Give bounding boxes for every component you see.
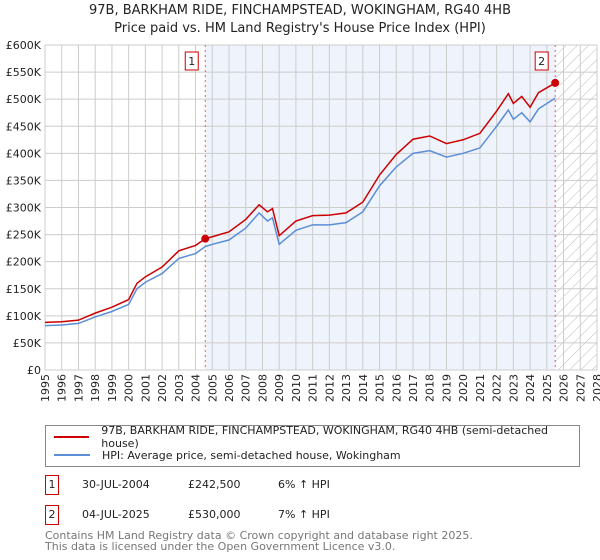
y-tick-label: £450K	[6, 120, 42, 133]
legend-item-property: 97B, BARKHAM RIDE, FINCHAMPSTEAD, WOKING…	[54, 424, 579, 450]
y-tick-label: £250K	[6, 229, 42, 242]
x-tick-label: 2027	[574, 374, 587, 402]
x-tick-label: 2004	[190, 374, 203, 402]
annotation-box	[184, 51, 199, 71]
y-tick-label: £350K	[6, 174, 42, 187]
x-tick-label: 2025	[541, 374, 554, 402]
x-tick-label: 2020	[457, 374, 470, 402]
x-tick-label: 2019	[440, 374, 453, 402]
x-tick-label: 2026	[558, 374, 571, 402]
x-tick-label: 1999	[106, 374, 119, 402]
x-tick-label: 2018	[424, 374, 437, 402]
series-line	[44, 82, 556, 324]
x-tick-label: 1995	[39, 374, 52, 402]
x-tick-label: 2009	[273, 374, 286, 402]
sale-badge: 2	[45, 505, 59, 525]
x-tick-label: 2003	[173, 374, 186, 402]
sale-hpi: 6% ↑ HPI	[278, 478, 330, 491]
x-tick-label: 2014	[357, 374, 370, 402]
x-tick-label: 2005	[206, 374, 219, 402]
y-tick-label: £500K	[6, 93, 42, 106]
legend-swatch-blue	[54, 454, 90, 456]
footer-line2: This data is licensed under the Open Gov…	[45, 540, 396, 553]
y-tick-label: £100K	[6, 310, 42, 323]
x-tick-label: 1996	[56, 374, 69, 402]
sale-date: 04-JUL-2025	[82, 508, 150, 521]
footer-line1: Contains HM Land Registry data © Crown c…	[45, 529, 473, 542]
x-tick-label: 2011	[307, 374, 320, 402]
x-tick-label: 2013	[340, 374, 353, 402]
sale-price: £242,500	[188, 478, 241, 491]
price-chart: 1995 1996 1997 1998 1999 2000 2001 2002 2003 2004…	[6, 39, 600, 402]
x-tick-label: 2000	[123, 374, 136, 402]
x-tick-label: 2007	[240, 374, 253, 402]
y-tick-label: £550K	[6, 66, 42, 79]
y-tick-label: £600K	[6, 39, 42, 52]
legend-swatch-red	[54, 436, 90, 438]
sale-badge: 1	[45, 475, 59, 495]
x-tick-label: 2016	[390, 374, 403, 402]
sale-point	[201, 234, 210, 243]
x-tick-label: 2017	[407, 374, 420, 402]
x-tick-label: 2015	[374, 374, 387, 402]
x-tick-label: 2001	[139, 374, 152, 402]
sale-hpi: 7% ↑ HPI	[278, 508, 330, 521]
x-tick-label: 2028	[591, 374, 600, 402]
x-tick-label: 1998	[89, 374, 102, 402]
annotation-box	[534, 51, 549, 71]
x-tick-label: 2022	[491, 374, 504, 402]
y-tick-label: £50K	[13, 337, 42, 350]
annotation-label: 2	[538, 55, 545, 68]
y-tick-label: £400K	[6, 147, 42, 160]
chart-title: 97B, BARKHAM RIDE, FINCHAMPSTEAD, WOKING…	[88, 3, 512, 18]
legend-label: 97B, BARKHAM RIDE, FINCHAMPSTEAD, WOKING…	[101, 424, 548, 450]
series-line	[44, 97, 556, 327]
y-tick-label: £300K	[6, 202, 42, 215]
legend-label: HPI: Average price, semi-detached house,…	[102, 448, 401, 462]
sale-point	[551, 78, 560, 87]
sale-date: 30-JUL-2004	[82, 478, 150, 491]
y-tick-label: £200K	[6, 256, 42, 269]
y-tick-label: £0	[27, 364, 41, 377]
x-tick-label: 2006	[223, 374, 236, 402]
x-tick-label: 2021	[474, 374, 487, 402]
x-tick-label: 2023	[507, 374, 520, 402]
x-tick-label: 1997	[72, 374, 85, 402]
chart-subtitle: Price paid vs. HM Land Registry's House …	[114, 21, 486, 36]
sale-price: £530,000	[188, 508, 241, 521]
y-tick-label: £150K	[6, 283, 42, 296]
x-tick-label: 2010	[290, 374, 303, 402]
x-tick-label: 2012	[323, 374, 336, 402]
x-tick-label: 2002	[156, 374, 169, 402]
x-tick-label: 2008	[256, 374, 269, 402]
legend-item-hpi: HPI: Average price, semi-detached house,…	[54, 447, 401, 463]
footer: Contains HM Land Registry data © Crown c…	[45, 530, 473, 552]
x-tick-label: 2024	[524, 374, 537, 402]
annotation-label: 1	[188, 55, 195, 68]
legend: 97B, BARKHAM RIDE, FINCHAMPSTEAD, WOKING…	[45, 424, 580, 467]
